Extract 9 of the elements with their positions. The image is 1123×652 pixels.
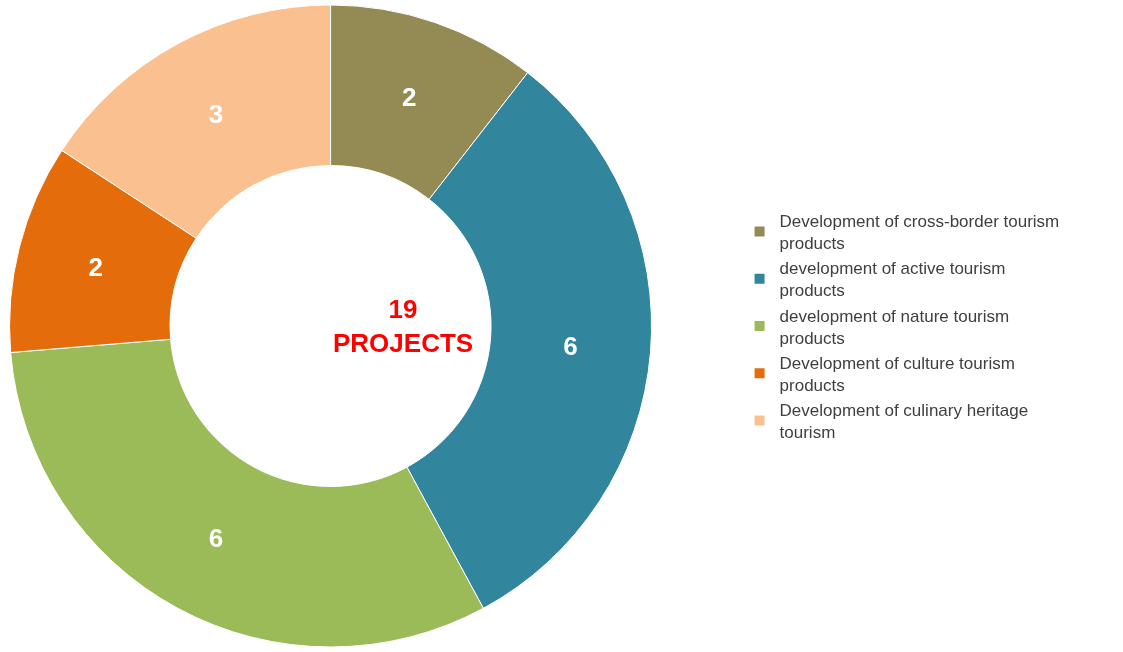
data-label: 3: [208, 99, 224, 130]
data-label: 6: [563, 330, 578, 361]
data-label: 2: [88, 251, 103, 282]
legend-label: development of nature tourism products: [779, 306, 1010, 348]
data-label: 6: [208, 522, 224, 553]
legend-label: Development of culinary heritage tourism: [779, 400, 1029, 443]
data-label: 2: [402, 81, 417, 112]
legend-label: Development of culture tourism products: [779, 353, 1015, 395]
text: 19 PROJECTS: [333, 294, 474, 358]
